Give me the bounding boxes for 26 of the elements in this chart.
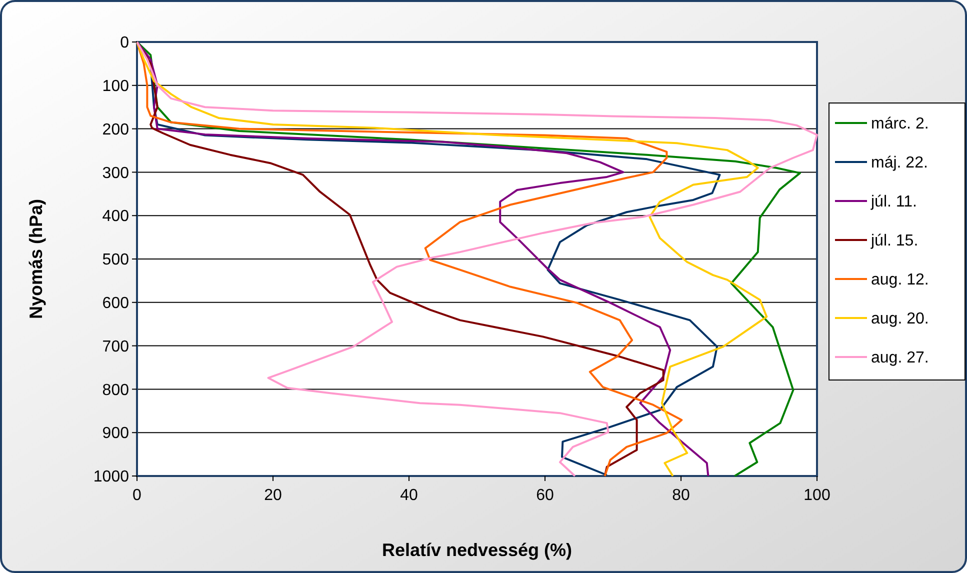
legend-label: máj. 22. [871, 154, 928, 172]
y-tick-label: 700 [102, 338, 130, 356]
y-tick-label: 500 [102, 252, 130, 269]
legend-label: márc. 2. [871, 116, 929, 133]
y-tick-label: 800 [102, 382, 130, 399]
legend-label: aug. 20. [871, 310, 929, 328]
legend-label: aug. 27. [871, 350, 929, 367]
legend-label: aug. 12. [871, 272, 929, 289]
x-axis-title: Relatív nedvesség (%) [382, 540, 572, 560]
legend-label: júl. 15. [870, 232, 918, 250]
y-tick-label: 600 [102, 295, 130, 312]
y-tick-label: 300 [102, 164, 130, 182]
y-tick-label: 900 [102, 425, 130, 442]
legend-label: júl. 11. [870, 194, 917, 211]
x-tick-label: 0 [132, 487, 142, 504]
x-tick-label: 100 [804, 487, 830, 504]
y-tick-label: 1000 [93, 468, 130, 486]
y-tick-label: 0 [120, 34, 130, 52]
x-tick-label: 80 [672, 487, 690, 504]
y-tick-label: 400 [102, 208, 130, 226]
y-axis-title: Nyomás (hPa) [26, 198, 46, 320]
y-tick-label: 200 [102, 121, 130, 138]
x-tick-label: 40 [400, 487, 418, 504]
y-tick-label: 100 [102, 78, 130, 95]
x-tick-label: 20 [264, 487, 282, 504]
x-tick-label: 60 [536, 487, 554, 504]
